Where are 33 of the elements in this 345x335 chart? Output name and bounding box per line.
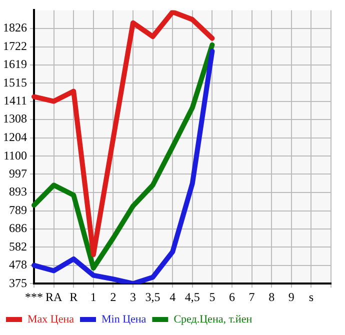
- x-tick-label: R: [70, 290, 78, 304]
- y-tick-label: 1100: [3, 148, 27, 162]
- x-tick-label: 1: [90, 290, 96, 304]
- x-tick-label: 7: [248, 290, 255, 304]
- legend-label: Min Цена: [102, 313, 146, 326]
- x-tick-label: s: [308, 290, 314, 304]
- y-tick-label: 1619: [3, 57, 27, 72]
- y-tick-label: 1308: [3, 112, 27, 126]
- y-tick-label: 1722: [3, 38, 27, 53]
- x-tick-label: 9: [288, 290, 294, 304]
- legend-label: Max Цена: [28, 313, 74, 326]
- x-tick-label: 5: [209, 290, 216, 304]
- y-tick-label: 686: [9, 221, 27, 236]
- x-tick-label: 4: [170, 290, 176, 304]
- x-tick-label: 3,5: [145, 290, 160, 304]
- y-tick-label: 1515: [3, 75, 27, 90]
- legend-label: Сред.Цена, т.йен: [174, 313, 252, 326]
- y-tick-label: 1204: [3, 130, 27, 144]
- x-tick-label: 3: [130, 290, 136, 304]
- y-tick-label: 789: [9, 202, 27, 217]
- y-tick-label: 1411: [3, 94, 27, 108]
- y-tick-label: 893: [9, 184, 27, 199]
- y-tick-label: 582: [9, 239, 27, 254]
- x-tick-label: ***: [25, 290, 43, 304]
- y-tick-label: 1826: [3, 20, 27, 35]
- x-tick-label: RA: [45, 290, 62, 304]
- x-tick-label: 8: [268, 290, 275, 304]
- x-tick-label: 4,5: [184, 290, 200, 304]
- y-tick-label: 997: [9, 166, 27, 180]
- x-tick-label: 2: [110, 290, 116, 304]
- x-tick-label: 6: [229, 290, 235, 304]
- y-tick-label: 478: [9, 258, 27, 272]
- y-tick-label: 375: [9, 276, 27, 290]
